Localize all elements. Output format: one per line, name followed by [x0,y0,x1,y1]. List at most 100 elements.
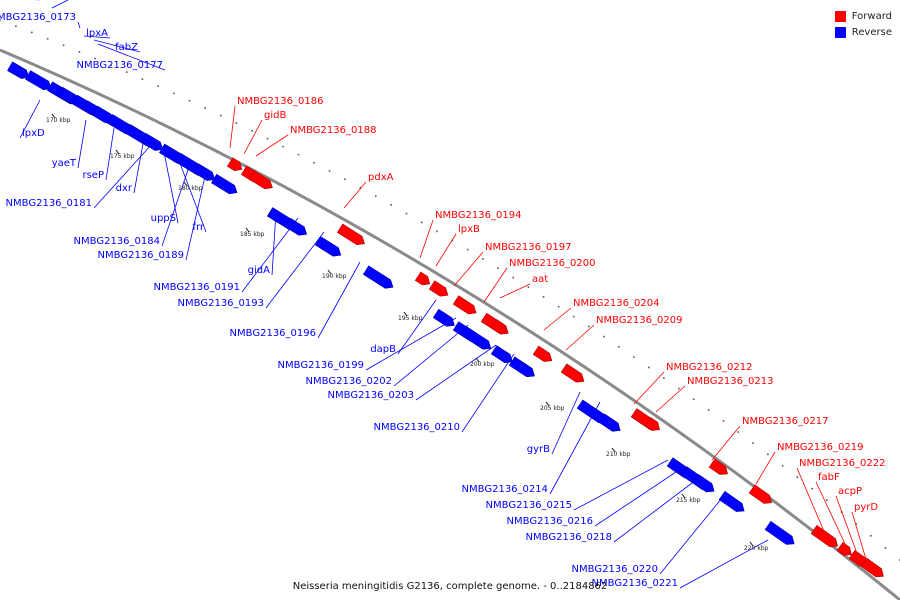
guide-dot [826,499,828,502]
gene-NMBG2136_0186-arrow [226,157,243,171]
gene-NMBG2136_0218-leader [613,479,697,543]
gene-NMBG2136_0204-arrow-shape [532,345,553,362]
guide-dot [173,92,175,95]
gene-pdxA-leader [343,181,367,209]
guide-dot [374,195,377,198]
gene-NMBG2136_0210-label: NMBG2136_0210 [374,422,460,433]
gene-NMBG2136_0209-leader [565,324,595,351]
gene-NMBG2136_0194-leader [419,219,434,259]
gene-NMBG2136_0221-arrow [764,520,795,545]
gene-NMBG2136_0186-label: NMBG2136_0186 [237,96,323,107]
gene-NMBG2136_0217-arrow-shape [708,458,728,475]
gene-NMBG2136_0209-arrow [560,363,585,383]
guide-dot [110,64,112,67]
gene-lpxA-label: lpxA [86,28,108,39]
guide-dot [722,420,725,422]
gene-NMBG2136_0188-arrow [248,170,273,190]
guide-dot [15,25,17,27]
gene-NMBG2136_0220-leader [659,497,723,575]
gene-NMBG2136_0217-leader [711,425,741,461]
forward-swatch [834,10,846,22]
gene-lpxB-arrow [428,280,449,297]
guide-dot [855,523,857,525]
gene-NMBG2136_0213-leader [655,385,686,413]
guide-dot [527,286,530,289]
gene-NMBG2136_0197-label: NMBG2136_0197 [485,242,571,253]
gene-NMBG2136_0209-arrow-shape [560,363,585,383]
gene-NMBG2136_0196-arrow-shape [362,265,394,289]
gene-NMBG2136_0212-label: NMBG2136_0212 [666,362,752,373]
gene-NMBG2136_0191-leader [241,217,299,293]
gene-uppS-leader [163,151,179,224]
gene-NMBG2136_0204-leader [543,307,572,331]
gene-NMBG2136_0193-arrow-shape [314,236,342,257]
gene-NMBG2136_0188-leader [255,134,289,157]
gene-NMBG2136_0193-leader [265,231,325,309]
gene-fabF-arrow [836,542,852,556]
guide-dot [707,409,710,411]
gene-NMBG2136_0199-label: NMBG2136_0199 [278,360,364,371]
guide-dot [188,99,191,102]
guide-dot [663,377,665,379]
gene-dxr-leader [133,137,145,194]
gene-NMBG2136_0197-arrow [452,295,477,315]
guide-dot [633,356,635,358]
gene-NMBG2136_0221-leader [679,539,769,589]
gene-frr-label: frr [192,222,204,233]
guide-dot [796,476,799,478]
gene-NMBG2136_0181-arrow [141,133,164,151]
gene-aat-leader [499,283,531,299]
guide-dot [235,122,238,124]
gene-NMBG2136_0215-leader [573,459,669,511]
gene-NMBG2136_0189-arrow [210,173,238,195]
scale-tick-label: 195 kbp [398,315,423,322]
gene-fabF-arrow-shape [836,542,852,556]
gene-NMBG2136_0202-label: NMBG2136_0202 [306,376,392,387]
gene-NMBG2136_0184-arrow-shape [192,163,216,181]
gene-NMBG2136_0210-arrow [508,356,535,378]
gene-NMBG2136_0188-label: NMBG2136_0188 [290,125,376,136]
gene-NMBG2136_0222-arrow-shape [810,524,839,548]
guide-dot [648,366,650,369]
guide-dot [781,464,784,467]
guide-dot [618,346,620,348]
gene-NMBG2136_0214-arrow [598,413,621,432]
gene-gyrB-label: gyrB [527,444,550,455]
scale-tick-mark [749,541,754,547]
genome-caption: Neisseria meningitidis G2136, complete g… [292,581,608,592]
legend-item-forward: Forward [834,8,892,24]
gene-fabZ-label: fabZ [115,42,138,53]
gene-lpxA-leader [83,35,111,39]
gene-NMBG2136_0196-label: NMBG2136_0196 [230,328,316,339]
gene-NMBG2136_0194-label: NMBG2136_0194 [435,210,521,221]
gene-rseP-leader [105,127,115,181]
gene-NMBG2136_0189-arrow-shape [210,173,238,195]
gene-pdxA-arrow [336,223,365,246]
scale-tick-label: 190 kbp [322,273,347,280]
gene-NMBG2136_0173-label: NMBG2136_0173 [0,12,76,23]
gene-NMBG2136_0213-label: NMBG2136_0213 [687,376,773,387]
guide-dot [752,442,754,444]
gene-frr-leader [177,157,207,233]
guide-dot [251,130,253,132]
gene-NMBG2136_0214-leader [549,401,601,495]
gene-lpxD-label: lpxD [22,128,45,139]
gene-NMBG2136_0191-arrow-shape [284,218,308,236]
gene-NMBG2136_0220-arrow [718,490,745,512]
scale-tick-mark [403,311,408,317]
guide-dot [297,153,300,156]
gene-NMBG2136_0215-label: NMBG2136_0215 [486,500,572,511]
gene-NMBG2136_0173-arrow-shape [25,70,52,91]
gene-NMBG2136_0216-leader [594,467,683,527]
guide-dot [737,431,740,433]
gene-dapB-leader [397,299,437,355]
gene-aat-arrow-shape [490,319,507,333]
gene-NMBG2136_0173-leader [77,21,81,29]
gene-NMBG2136_0181-leader [93,143,153,209]
gene-NMBG2136_0212-leader [633,371,665,405]
gene-rseP-label: rseP [82,170,104,181]
gene-gidA-leader [271,211,277,276]
guide-dot [466,248,469,251]
guide-dot [405,212,408,215]
